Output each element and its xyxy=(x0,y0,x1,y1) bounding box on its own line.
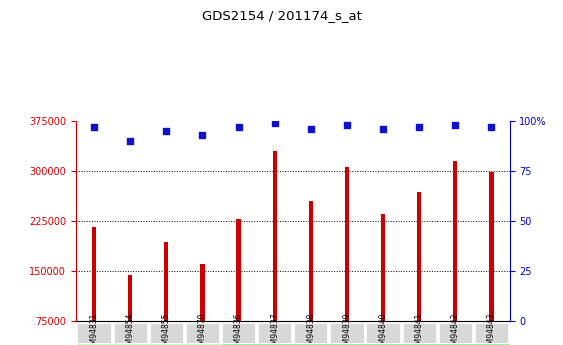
Text: GSM94831: GSM94831 xyxy=(90,312,99,345)
Point xyxy=(378,126,387,131)
Text: GSM94839: GSM94839 xyxy=(342,312,351,345)
Bar xyxy=(345,167,349,321)
Point xyxy=(162,128,171,134)
Text: GSM94870: GSM94870 xyxy=(198,312,207,345)
Bar xyxy=(76,343,221,345)
Text: GSM94838: GSM94838 xyxy=(306,312,315,345)
Text: GSM94841: GSM94841 xyxy=(415,312,424,345)
FancyBboxPatch shape xyxy=(222,323,255,344)
Bar xyxy=(92,227,96,321)
Point xyxy=(198,132,207,138)
FancyBboxPatch shape xyxy=(150,323,183,344)
Bar xyxy=(417,192,421,321)
Bar xyxy=(221,343,510,345)
Point xyxy=(342,122,351,128)
Point xyxy=(234,124,243,129)
Text: GSM94854: GSM94854 xyxy=(126,312,135,345)
Text: GSM94837: GSM94837 xyxy=(270,312,279,345)
Bar xyxy=(200,264,204,321)
Bar xyxy=(309,201,313,321)
FancyBboxPatch shape xyxy=(186,323,219,344)
Bar xyxy=(236,219,241,321)
Point xyxy=(415,124,424,129)
Point xyxy=(126,138,135,144)
Text: GSM94840: GSM94840 xyxy=(378,312,387,345)
FancyBboxPatch shape xyxy=(114,323,147,344)
Text: GSM94843: GSM94843 xyxy=(487,312,496,345)
Point xyxy=(90,124,99,129)
Bar xyxy=(128,276,132,321)
Bar xyxy=(164,242,168,321)
FancyBboxPatch shape xyxy=(78,323,111,344)
FancyBboxPatch shape xyxy=(367,323,400,344)
FancyBboxPatch shape xyxy=(403,323,436,344)
Bar xyxy=(272,151,277,321)
Point xyxy=(306,126,315,131)
FancyBboxPatch shape xyxy=(475,323,508,344)
FancyBboxPatch shape xyxy=(330,323,364,344)
Text: GSM94842: GSM94842 xyxy=(451,312,460,345)
FancyBboxPatch shape xyxy=(294,323,328,344)
Point xyxy=(270,120,279,126)
Bar xyxy=(453,161,458,321)
Point xyxy=(487,124,496,129)
Bar xyxy=(381,214,385,321)
FancyBboxPatch shape xyxy=(439,323,472,344)
FancyBboxPatch shape xyxy=(258,323,291,344)
Bar xyxy=(489,172,494,321)
Text: GSM94836: GSM94836 xyxy=(234,312,243,345)
Point xyxy=(451,122,460,128)
Text: GDS2154 / 201174_s_at: GDS2154 / 201174_s_at xyxy=(202,9,361,22)
Text: GSM94855: GSM94855 xyxy=(162,312,171,345)
